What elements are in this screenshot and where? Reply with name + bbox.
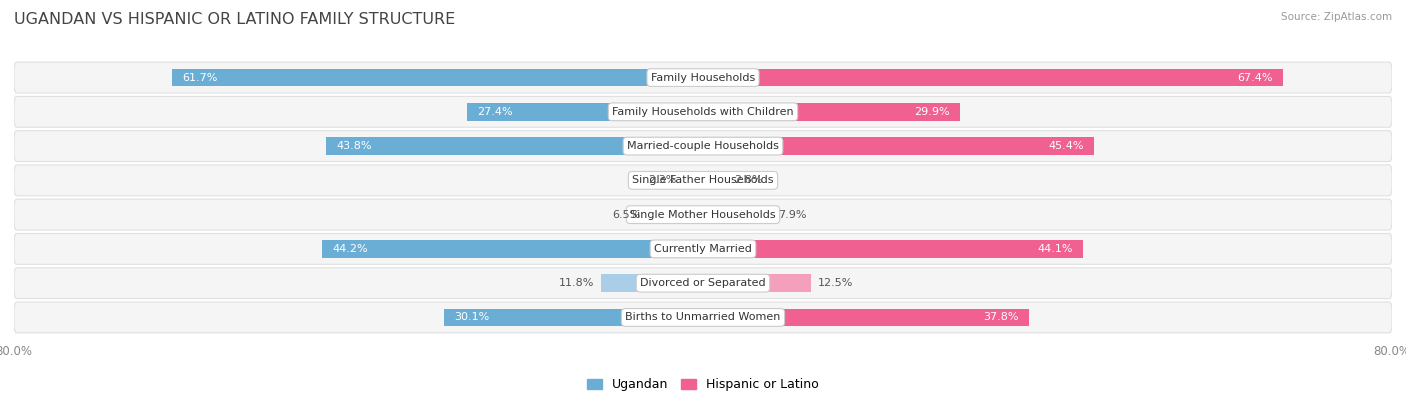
Text: Family Households: Family Households (651, 73, 755, 83)
Bar (703, 103, 960, 121)
Text: 44.1%: 44.1% (1038, 244, 1073, 254)
Bar (703, 137, 1094, 155)
Text: Currently Married: Currently Married (654, 244, 752, 254)
Bar (326, 137, 703, 155)
Bar (703, 206, 770, 224)
Bar (322, 240, 703, 258)
Text: 6.5%: 6.5% (612, 210, 640, 220)
Text: 7.9%: 7.9% (778, 210, 807, 220)
Bar (172, 69, 703, 87)
Text: Single Father Households: Single Father Households (633, 175, 773, 185)
Bar (467, 103, 703, 121)
Text: Source: ZipAtlas.com: Source: ZipAtlas.com (1281, 12, 1392, 22)
Bar (444, 308, 703, 326)
Text: Births to Unmarried Women: Births to Unmarried Women (626, 312, 780, 322)
Text: 61.7%: 61.7% (181, 73, 218, 83)
Bar (703, 274, 811, 292)
Text: 37.8%: 37.8% (983, 312, 1018, 322)
Bar (703, 171, 727, 189)
Bar (703, 69, 1284, 87)
Text: 2.8%: 2.8% (734, 175, 762, 185)
FancyBboxPatch shape (14, 199, 1392, 230)
Text: Family Households with Children: Family Households with Children (612, 107, 794, 117)
Text: 43.8%: 43.8% (336, 141, 371, 151)
Text: 2.3%: 2.3% (648, 175, 676, 185)
Text: 12.5%: 12.5% (817, 278, 853, 288)
FancyBboxPatch shape (14, 62, 1392, 93)
Text: 67.4%: 67.4% (1237, 73, 1272, 83)
Text: 44.2%: 44.2% (333, 244, 368, 254)
Text: 29.9%: 29.9% (914, 107, 950, 117)
FancyBboxPatch shape (14, 302, 1392, 333)
Text: 30.1%: 30.1% (454, 312, 489, 322)
FancyBboxPatch shape (14, 165, 1392, 196)
Text: 45.4%: 45.4% (1047, 141, 1084, 151)
Bar (703, 240, 1083, 258)
Text: Single Mother Households: Single Mother Households (630, 210, 776, 220)
Text: 11.8%: 11.8% (560, 278, 595, 288)
FancyBboxPatch shape (14, 131, 1392, 162)
Text: UGANDAN VS HISPANIC OR LATINO FAMILY STRUCTURE: UGANDAN VS HISPANIC OR LATINO FAMILY STR… (14, 12, 456, 27)
Bar (602, 274, 703, 292)
Bar (683, 171, 703, 189)
FancyBboxPatch shape (14, 96, 1392, 127)
Text: 27.4%: 27.4% (478, 107, 513, 117)
Text: Married-couple Households: Married-couple Households (627, 141, 779, 151)
Bar (703, 308, 1029, 326)
Legend: Ugandan, Hispanic or Latino: Ugandan, Hispanic or Latino (582, 373, 824, 395)
FancyBboxPatch shape (14, 268, 1392, 299)
Bar (647, 206, 703, 224)
Text: Divorced or Separated: Divorced or Separated (640, 278, 766, 288)
FancyBboxPatch shape (14, 233, 1392, 264)
